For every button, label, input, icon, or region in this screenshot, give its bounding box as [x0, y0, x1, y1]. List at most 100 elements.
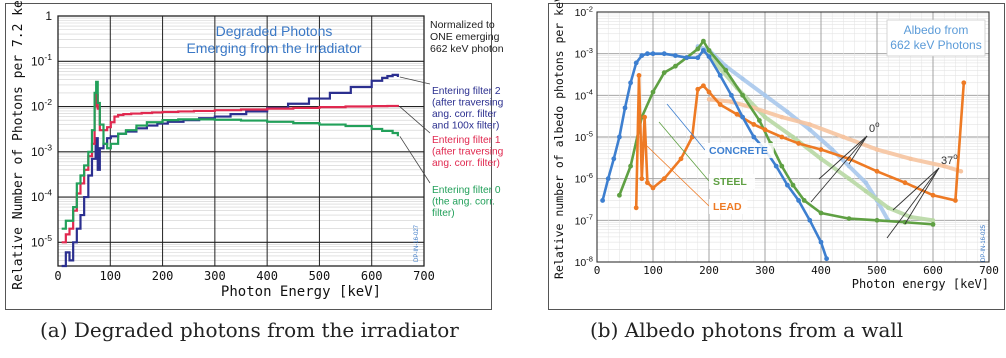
data-point	[650, 89, 656, 95]
series-label: (after traversing	[432, 147, 504, 158]
x-tick-label: 100	[99, 269, 121, 283]
chart-title: Degraded Photons	[216, 23, 333, 39]
data-point	[678, 156, 684, 162]
data-point	[695, 86, 701, 92]
data-point	[706, 54, 712, 60]
data-point	[807, 127, 812, 132]
y-tick-label: 1	[45, 9, 52, 23]
caption-a: (a) Degraded photons from the irradiator	[40, 318, 459, 342]
x-tick-label: 500	[309, 269, 331, 283]
series-line	[61, 73, 399, 268]
y-tick-label: 10-3	[31, 142, 52, 158]
data-point	[874, 217, 880, 223]
series-label: STEEL	[713, 176, 747, 188]
normalization-note: ONE emerging	[430, 31, 500, 43]
x-tick-label: 400	[256, 269, 278, 283]
series-line	[708, 97, 962, 174]
data-point	[661, 51, 667, 57]
leader-line	[658, 121, 710, 182]
data-point	[661, 70, 667, 76]
x-tick-label: 200	[152, 269, 174, 283]
x-axis-label: Photon energy [keV]	[852, 277, 989, 291]
leader-line	[399, 136, 431, 184]
data-point	[958, 169, 964, 174]
data-point	[785, 182, 790, 188]
series-line	[707, 54, 934, 223]
data-point	[650, 185, 656, 191]
data-point	[642, 114, 647, 120]
data-point	[807, 217, 813, 223]
y-tick-label: 10-2	[31, 97, 52, 113]
data-point	[723, 67, 729, 73]
data-point	[740, 76, 745, 81]
chart-title: 662 keV Photons	[890, 38, 981, 52]
data-point	[740, 114, 745, 120]
series-label: Entering filter 1	[432, 135, 501, 146]
data-point	[673, 53, 678, 58]
data-point	[961, 80, 967, 86]
data-point	[706, 89, 712, 95]
data-point	[751, 134, 757, 140]
y-tick-label: 10-2	[575, 4, 593, 19]
normalization-note: 662 keV photon	[430, 43, 504, 55]
x-tick-label: 600	[923, 264, 943, 277]
data-point	[636, 73, 642, 78]
y-tick-label: 10-5	[575, 129, 593, 144]
data-point	[617, 192, 622, 198]
x-tick-label: 600	[361, 269, 383, 283]
data-point	[650, 51, 656, 57]
x-tick-label: 700	[979, 264, 999, 277]
data-point	[617, 134, 622, 140]
pointer-line	[892, 167, 940, 211]
plot-frame	[57, 15, 425, 267]
figure-id-stamp: DP-IN-16-025	[981, 224, 987, 262]
data-point	[701, 47, 706, 53]
x-tick-label: 100	[643, 264, 663, 277]
data-point	[790, 134, 796, 140]
data-point	[902, 219, 908, 225]
data-point	[779, 134, 785, 140]
x-tick-label: 0	[54, 269, 61, 283]
pointer-line	[848, 135, 868, 165]
data-point	[930, 221, 936, 227]
data-point	[846, 176, 852, 181]
data-point	[762, 93, 768, 98]
label-backdrop	[705, 143, 774, 158]
plot-frame	[596, 11, 990, 263]
data-point	[628, 163, 633, 169]
data-point	[796, 198, 801, 203]
angle-label-37deg: 37o	[941, 152, 958, 167]
series-label: (the ang. corr.	[432, 197, 495, 208]
leader-line	[399, 106, 431, 134]
y-axis-label: Relative Number of Photons per 7.2 keV	[11, 0, 26, 290]
data-point	[830, 147, 835, 152]
pointer-line	[810, 135, 868, 203]
title-box	[886, 19, 986, 57]
x-tick-label: 500	[867, 264, 887, 277]
data-point	[706, 47, 712, 53]
series-label: CONCRETE	[709, 145, 768, 157]
data-point	[701, 38, 706, 44]
data-point	[801, 198, 807, 203]
data-point	[874, 147, 880, 152]
data-point	[779, 163, 785, 169]
caption-b: (b) Albedo photons from a wall	[590, 318, 904, 342]
series-label: (after traversing	[432, 98, 504, 109]
data-point	[930, 218, 936, 223]
data-point	[645, 180, 650, 186]
y-tick-label: 10-5	[31, 233, 52, 249]
data-point	[611, 156, 617, 162]
data-point	[695, 46, 701, 52]
data-point	[762, 114, 768, 120]
data-point	[717, 73, 723, 78]
data-point	[673, 63, 678, 69]
x-tick-label: 300	[755, 264, 775, 277]
series-label: filter)	[432, 208, 455, 219]
data-point	[628, 80, 633, 86]
y-tick-label: 10-1	[31, 52, 52, 68]
data-point	[639, 176, 645, 182]
series-label: LEAD	[713, 201, 742, 213]
data-point	[645, 51, 650, 57]
series-label: and 100x filter)	[432, 121, 499, 132]
data-point	[886, 205, 891, 210]
